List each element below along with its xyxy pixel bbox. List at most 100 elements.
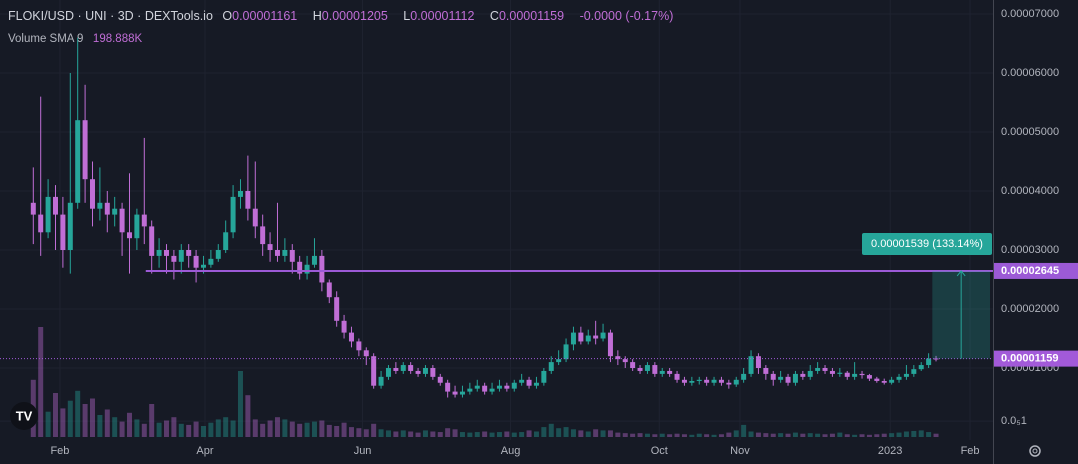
candle-body bbox=[689, 380, 695, 383]
volume-bar bbox=[807, 433, 813, 437]
candle-body bbox=[378, 376, 384, 386]
volume-bar bbox=[733, 430, 739, 437]
symbol-row: FLOKI/USD · UNI · 3D · DEXTools.io O0.00… bbox=[8, 7, 679, 29]
volume-bar bbox=[97, 415, 103, 437]
volume-bar bbox=[75, 390, 81, 437]
candle-body bbox=[430, 368, 436, 377]
candle-body bbox=[770, 373, 776, 380]
grid bbox=[0, 0, 993, 440]
ohlc-label: C bbox=[489, 9, 499, 23]
volume-bar bbox=[267, 420, 273, 437]
candle-body bbox=[578, 332, 584, 342]
volume-indicator-name: Volume SMA 9 bbox=[8, 33, 84, 45]
price-label: 0.00002645 bbox=[1001, 265, 1059, 277]
volume-bar bbox=[844, 434, 850, 437]
candle-body bbox=[489, 388, 495, 392]
volume-bar bbox=[504, 431, 510, 437]
volume-bar bbox=[237, 371, 243, 437]
volume-bar bbox=[600, 430, 606, 437]
ohlc-item: C0.00001159 bbox=[490, 9, 570, 23]
candle-body bbox=[630, 362, 636, 368]
candle-body bbox=[755, 356, 761, 368]
candle-body bbox=[792, 373, 798, 383]
volume-bar bbox=[112, 417, 118, 437]
candle-body bbox=[371, 356, 377, 386]
volume-bar bbox=[903, 431, 909, 437]
volume-bar bbox=[393, 431, 399, 437]
volume-bar bbox=[437, 432, 443, 437]
candle-body bbox=[252, 208, 258, 227]
volume-bar bbox=[681, 434, 687, 437]
volume-bar bbox=[163, 420, 169, 437]
volume-bar bbox=[741, 424, 747, 437]
candle-body bbox=[652, 365, 658, 374]
volume-bar bbox=[319, 420, 325, 437]
candle-body bbox=[112, 208, 118, 215]
settings-icon[interactable] bbox=[1029, 445, 1041, 457]
volume-bar bbox=[415, 432, 421, 437]
candle-body bbox=[38, 214, 44, 233]
x-tick-label: Apr bbox=[196, 445, 213, 457]
candle-body bbox=[881, 380, 887, 383]
y-tick-label: 0.0₅1 bbox=[1001, 415, 1027, 427]
ohlc-value: 0.00001159 bbox=[498, 9, 565, 23]
x-tick-label: Feb bbox=[50, 445, 69, 457]
candle-body bbox=[763, 368, 769, 374]
candle-body bbox=[341, 320, 347, 333]
volume-bar bbox=[800, 433, 806, 437]
ohlc-item: H0.00001205 bbox=[313, 9, 394, 23]
volume-bar bbox=[274, 417, 280, 437]
candle-body bbox=[911, 369, 917, 374]
volume-bar bbox=[45, 411, 51, 437]
volume-bar bbox=[511, 432, 517, 437]
y-tick-label: 0.00004000 bbox=[1001, 185, 1059, 197]
candle-body bbox=[141, 214, 147, 227]
price-label-box bbox=[994, 262, 1078, 279]
candle-body bbox=[104, 202, 110, 215]
x-tick-label: Nov bbox=[730, 445, 750, 457]
volume-bar bbox=[866, 434, 872, 437]
volume-bar bbox=[467, 432, 473, 437]
candle-body bbox=[570, 332, 576, 345]
volume-bar bbox=[674, 433, 680, 437]
candle-body bbox=[874, 378, 880, 381]
candle-body bbox=[607, 332, 613, 357]
volume-bar bbox=[526, 430, 532, 437]
candle-body bbox=[215, 250, 221, 259]
candle-body bbox=[126, 232, 132, 239]
volume-bar bbox=[926, 432, 932, 437]
candle-body bbox=[178, 250, 184, 262]
volume-bar bbox=[252, 419, 258, 437]
candle-body bbox=[482, 385, 488, 392]
candle-body bbox=[400, 365, 406, 371]
x-tick-label: Feb bbox=[961, 445, 980, 457]
volume-bar bbox=[156, 422, 162, 437]
tv-logo: TV bbox=[10, 402, 38, 430]
candle-body bbox=[319, 255, 325, 283]
volume-bar bbox=[356, 428, 362, 437]
volume-bar bbox=[459, 432, 465, 437]
volume-bar bbox=[630, 433, 636, 437]
candle-body bbox=[889, 379, 895, 383]
candle-body bbox=[741, 373, 747, 380]
volume-bar bbox=[400, 430, 406, 437]
candle-body bbox=[644, 365, 650, 371]
volume-bar bbox=[615, 432, 621, 437]
candle-body bbox=[667, 370, 673, 374]
volume-row: Volume SMA 9 198.888K bbox=[8, 29, 679, 51]
candle-body bbox=[415, 370, 421, 374]
candle-body bbox=[926, 358, 932, 366]
volume-bar bbox=[311, 421, 317, 437]
candle-body bbox=[541, 370, 547, 383]
volume-bar bbox=[889, 433, 895, 437]
volume-bar bbox=[89, 398, 95, 437]
ohlc-item: O0.00001161 bbox=[222, 9, 303, 23]
volume-bar bbox=[815, 433, 821, 437]
candle-body bbox=[89, 179, 95, 209]
candle-body bbox=[422, 368, 428, 374]
volume-bar bbox=[837, 432, 843, 437]
volume-bar bbox=[822, 434, 828, 437]
volume-bar bbox=[126, 412, 132, 437]
volume-bar bbox=[282, 419, 288, 437]
candle-body bbox=[533, 382, 539, 386]
